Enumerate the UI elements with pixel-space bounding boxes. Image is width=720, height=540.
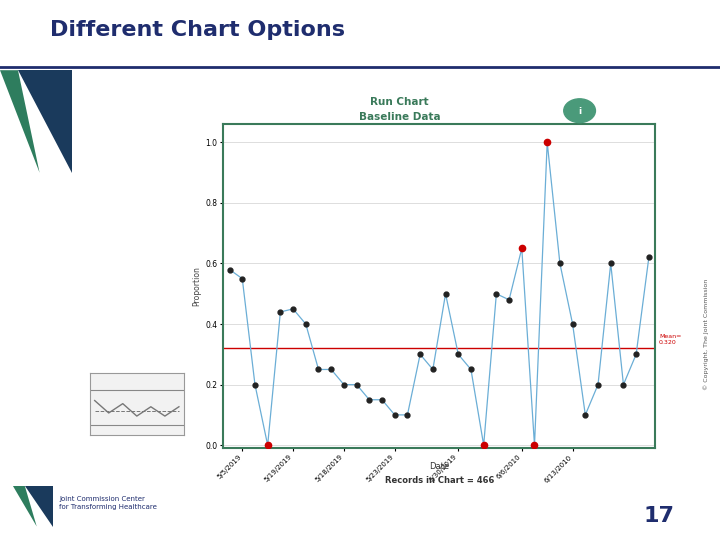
Polygon shape bbox=[24, 486, 53, 526]
Polygon shape bbox=[13, 486, 37, 526]
Polygon shape bbox=[0, 70, 40, 173]
Text: Records in Chart = 466: Records in Chart = 466 bbox=[384, 476, 494, 485]
Text: Baseline Data: Baseline Data bbox=[359, 111, 441, 122]
Text: Run Chart: Run Chart bbox=[370, 97, 429, 107]
Text: Different Chart Options: Different Chart Options bbox=[50, 19, 346, 39]
Text: © Copyright, The Joint Commission: © Copyright, The Joint Commission bbox=[703, 279, 709, 390]
Text: Mean=
0.320: Mean= 0.320 bbox=[659, 334, 681, 345]
Text: i: i bbox=[578, 107, 581, 116]
Y-axis label: Proportion: Proportion bbox=[192, 266, 202, 306]
Polygon shape bbox=[18, 70, 72, 173]
Text: 17: 17 bbox=[643, 507, 675, 526]
Text: Joint Commission Center
for Transforming Healthcare: Joint Commission Center for Transforming… bbox=[59, 496, 157, 510]
Text: Date: Date bbox=[429, 462, 449, 471]
